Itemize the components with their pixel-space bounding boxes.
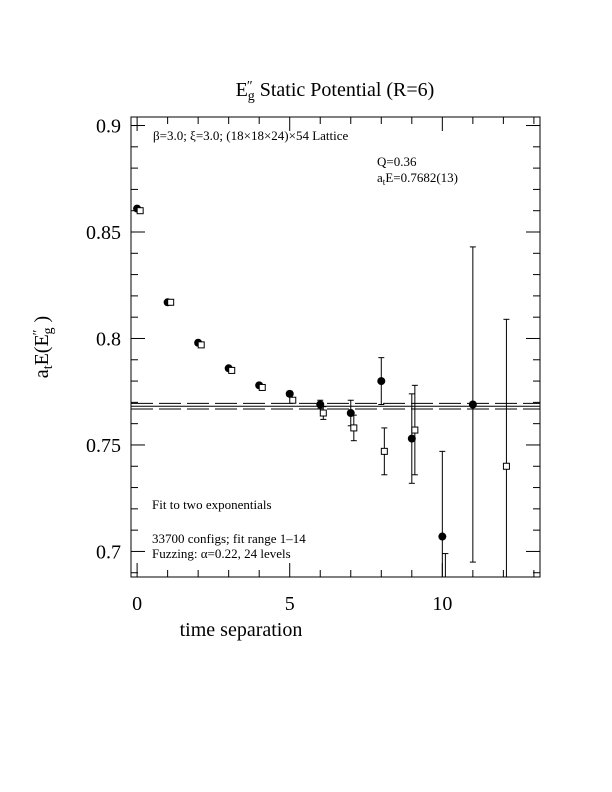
y-tick-label: 0.9 xyxy=(96,116,121,138)
y-tick-label: 0.8 xyxy=(96,328,121,350)
annotation: Fuzzing: α=0.22, 24 levels xyxy=(152,546,291,561)
y-axis-label-part: ″ xyxy=(31,329,46,335)
y-axis-label-part: a xyxy=(31,369,53,378)
point xyxy=(228,366,236,374)
y-axis-label-part: ) xyxy=(31,316,53,328)
point xyxy=(468,400,477,409)
chart-title: E″ g Static Potential (R=6) xyxy=(236,79,435,104)
point xyxy=(289,396,297,404)
annotation-part: E=0.7682(13) xyxy=(385,170,458,185)
plot-frame xyxy=(130,116,541,578)
point xyxy=(285,389,294,398)
y-tick-label: 0.75 xyxy=(86,435,121,457)
point xyxy=(136,207,144,215)
point xyxy=(377,377,386,386)
chart-title-part: ″ xyxy=(247,79,253,94)
y-axis-label-part: E(E xyxy=(31,334,53,365)
chart-title-part: E xyxy=(236,79,248,101)
y-tick-label: 0.7 xyxy=(96,541,121,563)
point xyxy=(407,434,416,443)
annotation: 33700 configs; fit range 1–14 xyxy=(152,531,306,546)
x-tick-label: 5 xyxy=(285,593,295,615)
annotation-part: t xyxy=(383,177,386,187)
point xyxy=(380,447,388,455)
point xyxy=(502,462,510,470)
annotation: Fit to two exponentials xyxy=(152,497,272,512)
annotation: atE=0.7682(13) xyxy=(377,170,458,187)
annotation: Q=0.36 xyxy=(377,154,417,169)
point xyxy=(319,409,327,417)
point xyxy=(438,532,447,541)
point xyxy=(350,424,358,432)
y-axis-label-part: t xyxy=(41,365,56,369)
point xyxy=(167,298,175,306)
x-tick-label: 10 xyxy=(432,593,452,615)
point xyxy=(442,634,448,640)
annotation: β=3.0; ξ=3.0; (18×18×24)×54 Lattice xyxy=(153,128,349,143)
point xyxy=(411,426,419,434)
x-axis-label: time separation xyxy=(180,619,303,641)
point xyxy=(197,341,205,349)
plot-area xyxy=(131,204,540,640)
y-tick-label: 0.85 xyxy=(86,222,121,244)
point xyxy=(258,383,266,391)
annotation-part: a xyxy=(377,170,383,185)
x-tick-label: 0 xyxy=(132,593,142,615)
y-axis-label-part: g xyxy=(41,327,56,334)
chart-title-part: Static Potential (R=6) xyxy=(255,79,435,101)
chart-title-part: g xyxy=(248,89,255,104)
y-axis-label: atE(E″g ) xyxy=(31,316,56,378)
